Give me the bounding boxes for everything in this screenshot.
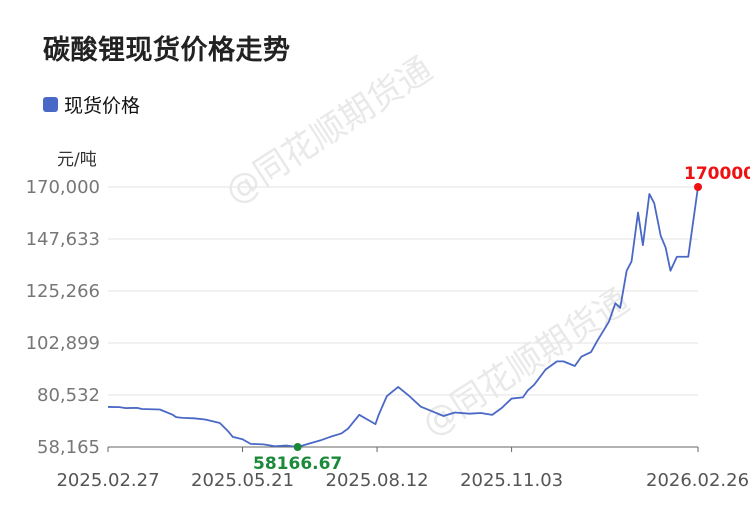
x-tick-label: 2026.02.26	[646, 470, 749, 491]
min-value-label: 58166.67	[253, 454, 342, 474]
y-tick-label: 125,266	[26, 281, 100, 302]
watermark: @同花顺期货通	[415, 281, 636, 444]
max-value-label: 170000	[684, 164, 750, 184]
chart-legend[interactable]: 现货价格	[43, 91, 140, 118]
series-group	[107, 186, 699, 448]
x-tick-label: 2025.05.21	[191, 470, 294, 491]
series-line	[107, 186, 699, 448]
y-tick-label: 58,165	[37, 437, 100, 458]
x-tick-label: 2025.08.12	[326, 470, 429, 491]
x-tick-label: 2025.11.03	[460, 470, 563, 491]
y-axis-unit: 元/吨	[57, 150, 97, 170]
annotations: 170000 58166.67	[253, 164, 750, 474]
chart-title: 碳酸锂现货价格走势	[43, 35, 291, 66]
legend-swatch	[43, 97, 58, 112]
min-point	[293, 442, 302, 451]
y-axis-ticks: 58,165 80,532 102,899 125,266 147,633 170,000	[26, 177, 100, 458]
y-tick-label: 170,000	[26, 177, 100, 198]
watermarks: @同花顺期货通 @同花顺期货通	[218, 49, 636, 444]
watermark: @同花顺期货通	[218, 49, 439, 212]
y-tick-label: 102,899	[26, 333, 100, 354]
x-tick-label: 2025.02.27	[56, 470, 159, 491]
y-tick-label: 147,633	[26, 229, 100, 250]
y-tick-label: 80,532	[37, 385, 100, 406]
max-point	[694, 183, 702, 191]
x-axis: 2025.02.27 2025.05.21 2025.08.12 2025.11.03…	[56, 446, 749, 491]
legend-label: 现货价格	[64, 95, 141, 117]
